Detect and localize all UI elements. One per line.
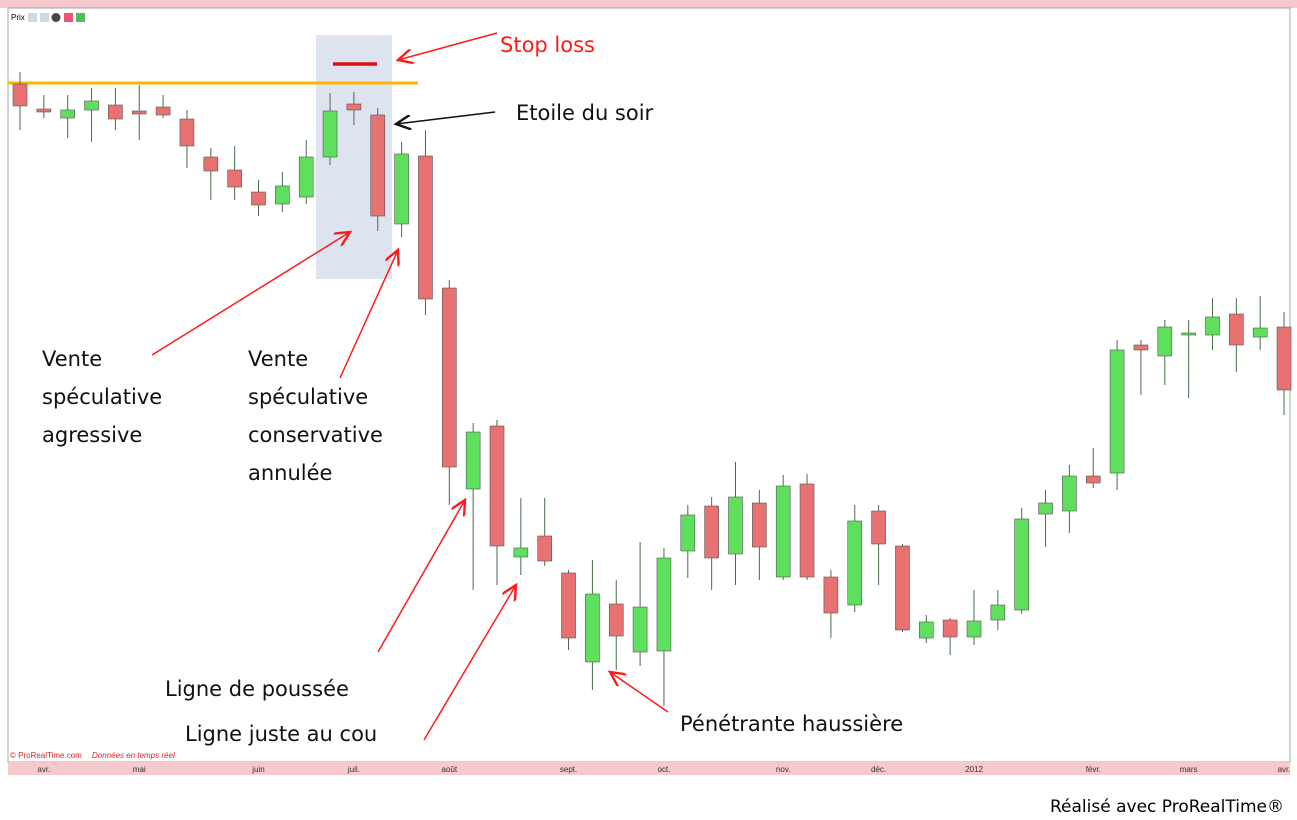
x-tick-label: juil. <box>347 765 360 774</box>
candle-body <box>131 110 147 115</box>
candle-body <box>823 576 839 614</box>
candle-body <box>1181 332 1196 336</box>
candle-body <box>1276 326 1292 391</box>
candle-body <box>1062 475 1077 512</box>
candle-body <box>608 603 624 637</box>
x-tick-label: nov. <box>776 765 791 774</box>
candle-body <box>1205 316 1220 336</box>
candle-body <box>155 106 171 116</box>
candle-body <box>895 545 910 631</box>
x-tick-label: mars <box>1180 765 1198 774</box>
annotation: Vente <box>42 347 102 371</box>
candle-body <box>84 100 99 111</box>
candle-body <box>775 485 791 578</box>
candle-body <box>1085 475 1101 484</box>
x-tick-label: 2012 <box>965 765 983 774</box>
candle-body <box>1109 349 1125 474</box>
annotation: Vente <box>248 347 308 371</box>
arrow <box>398 32 498 60</box>
tool-icon[interactable] <box>76 13 85 22</box>
candle-body <box>752 502 767 548</box>
arrow <box>377 500 465 653</box>
annotation: Stop loss <box>500 33 595 57</box>
realtime-note: Données en temps réel <box>92 751 175 760</box>
candle-body <box>394 153 409 225</box>
candle-body <box>370 114 386 217</box>
candle-body <box>441 287 457 468</box>
copyright: © ProRealTime.com <box>10 751 82 760</box>
x-tick-label: mai <box>133 765 146 774</box>
annotation: Etoile du soir <box>516 101 654 125</box>
candle-body <box>632 606 648 653</box>
annotation: Ligne juste au cou <box>185 722 377 746</box>
annotation: Pénétrante haussière <box>680 712 903 736</box>
candle-body <box>275 185 290 205</box>
candle-body <box>680 514 696 552</box>
candle-body <box>1014 518 1030 611</box>
x-tick-label: déc. <box>871 765 886 774</box>
annotation: Ligne de poussée <box>165 677 349 701</box>
close-icon[interactable] <box>51 13 61 22</box>
panel-label: Prix <box>11 13 25 22</box>
candle-body <box>966 620 982 638</box>
candle-body <box>179 118 195 147</box>
candle-body <box>251 191 266 206</box>
candle-body <box>918 621 934 639</box>
candle-body <box>1157 326 1173 357</box>
candle-body <box>108 104 123 120</box>
annotation: conservative <box>248 423 383 447</box>
candle-body <box>36 108 52 113</box>
x-tick-label: sept. <box>560 765 577 774</box>
arrow <box>423 585 516 741</box>
candle-body <box>227 169 242 188</box>
candle-body <box>561 572 576 639</box>
candle-body <box>465 431 481 490</box>
candle-body <box>799 483 815 578</box>
tool-icon[interactable] <box>28 13 37 22</box>
annotation: spéculative <box>248 385 368 409</box>
candle-body <box>537 535 553 562</box>
candle-body <box>585 593 600 663</box>
candle-body <box>513 547 529 558</box>
candle-body <box>298 156 314 198</box>
annotation: agressive <box>42 423 142 447</box>
x-tick-label: avr. <box>1278 765 1291 774</box>
x-tick-label: août <box>442 765 458 774</box>
candle-body <box>728 496 743 555</box>
candle-body <box>322 110 338 158</box>
x-tick-label: avr. <box>37 765 50 774</box>
x-tick-label: oct. <box>657 765 670 774</box>
tool-icon[interactable] <box>64 13 73 22</box>
plot-area <box>7 7 1291 763</box>
candle-body <box>1133 344 1149 351</box>
x-axis-band <box>8 762 1290 775</box>
candle-body <box>942 619 958 638</box>
arrow <box>610 672 669 713</box>
top-toolbar <box>0 0 1297 8</box>
footer: Réalisé avec ProRealTime® <box>1050 797 1284 817</box>
candle-body <box>1038 502 1053 515</box>
tool-icon[interactable] <box>40 13 49 22</box>
candle-body <box>704 505 719 559</box>
annotation: spéculative <box>42 385 162 409</box>
candle-body <box>990 604 1006 621</box>
arrow <box>396 111 496 124</box>
x-tick-label: févr. <box>1086 765 1101 774</box>
candle-body <box>418 155 433 300</box>
arrow <box>339 250 398 379</box>
x-tick-label: juin <box>251 765 264 774</box>
candle-body <box>871 510 886 545</box>
candle-body <box>847 520 863 606</box>
candle-body <box>60 109 76 119</box>
candle-body <box>656 557 672 652</box>
candle-body <box>12 83 28 107</box>
annotation: annulée <box>248 461 332 485</box>
arrow <box>151 232 350 356</box>
candle-body <box>489 425 505 547</box>
candle-body <box>1229 313 1244 346</box>
candle-body <box>346 103 362 111</box>
candle-body <box>203 156 219 172</box>
candle-body <box>1252 327 1268 338</box>
